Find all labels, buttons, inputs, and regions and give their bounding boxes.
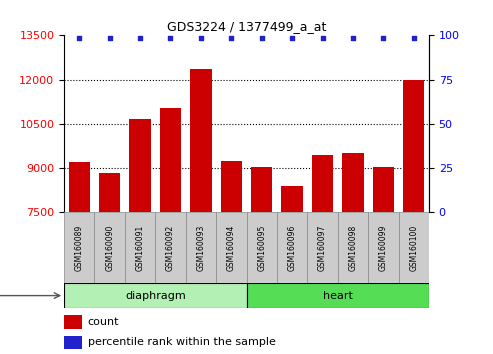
- Point: [167, 35, 175, 41]
- Bar: [64, 212, 95, 283]
- Text: GSM160094: GSM160094: [227, 224, 236, 271]
- Point: [136, 35, 144, 41]
- Bar: [64, 336, 82, 349]
- Bar: [282, 186, 303, 354]
- Bar: [125, 212, 155, 283]
- Text: count: count: [88, 317, 119, 327]
- Text: GSM160090: GSM160090: [105, 224, 114, 271]
- Text: GSM160099: GSM160099: [379, 224, 388, 271]
- Text: GSM160093: GSM160093: [196, 224, 206, 271]
- Bar: [64, 283, 246, 308]
- Bar: [307, 212, 338, 283]
- Point: [318, 35, 326, 41]
- Bar: [373, 167, 394, 354]
- Text: diaphragm: diaphragm: [125, 291, 186, 301]
- Title: GDS3224 / 1377499_a_at: GDS3224 / 1377499_a_at: [167, 20, 326, 33]
- Bar: [342, 153, 363, 354]
- Text: GSM160095: GSM160095: [257, 224, 266, 271]
- Bar: [155, 212, 186, 283]
- Point: [410, 35, 418, 41]
- Bar: [216, 212, 246, 283]
- Text: GSM160096: GSM160096: [287, 224, 297, 271]
- Bar: [160, 108, 181, 354]
- Bar: [246, 212, 277, 283]
- Bar: [221, 161, 242, 354]
- Text: GSM160089: GSM160089: [75, 225, 84, 271]
- Text: GSM160091: GSM160091: [136, 225, 144, 271]
- Bar: [312, 155, 333, 354]
- Point: [106, 35, 113, 41]
- Bar: [246, 283, 429, 308]
- Point: [75, 35, 83, 41]
- Bar: [99, 172, 120, 354]
- Point: [227, 35, 235, 41]
- Point: [288, 35, 296, 41]
- Bar: [95, 212, 125, 283]
- Bar: [186, 212, 216, 283]
- Text: GSM160100: GSM160100: [409, 225, 418, 271]
- Text: percentile rank within the sample: percentile rank within the sample: [88, 337, 276, 348]
- Bar: [398, 212, 429, 283]
- Bar: [403, 80, 424, 354]
- Bar: [130, 119, 151, 354]
- Bar: [69, 162, 90, 354]
- Text: GSM160097: GSM160097: [318, 224, 327, 271]
- Bar: [277, 212, 307, 283]
- Bar: [368, 212, 398, 283]
- Point: [349, 35, 357, 41]
- Point: [197, 35, 205, 41]
- Text: heart: heart: [323, 291, 352, 301]
- Text: GSM160098: GSM160098: [349, 225, 357, 271]
- Bar: [338, 212, 368, 283]
- Point: [380, 35, 387, 41]
- Bar: [251, 167, 272, 354]
- Bar: [64, 315, 82, 329]
- Bar: [190, 69, 211, 354]
- Point: [258, 35, 266, 41]
- Text: GSM160092: GSM160092: [166, 225, 175, 271]
